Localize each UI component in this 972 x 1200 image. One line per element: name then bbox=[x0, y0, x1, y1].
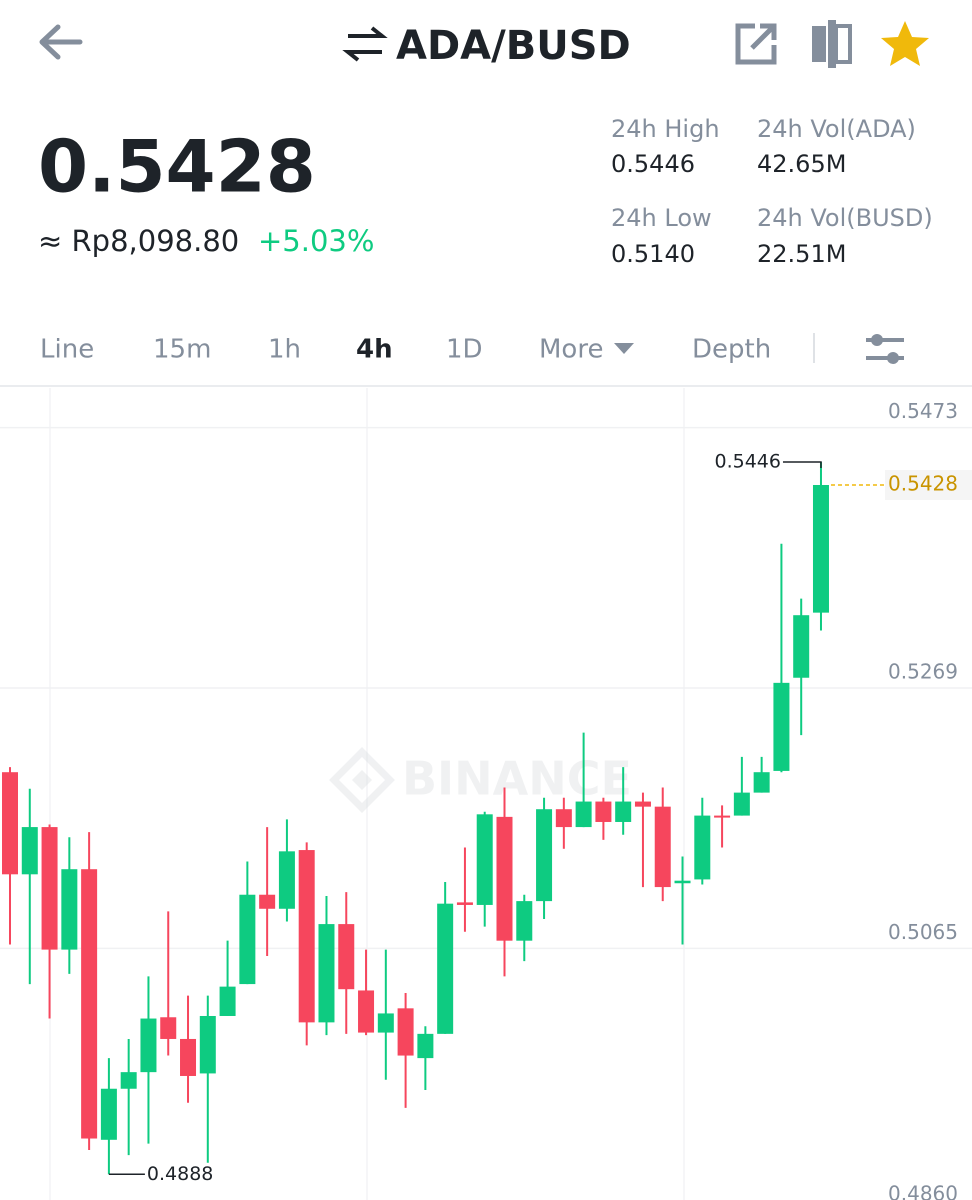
price-change: +5.03% bbox=[258, 224, 374, 258]
candle-body bbox=[100, 1088, 117, 1140]
candle-body bbox=[555, 809, 572, 828]
dropdown-arrow bbox=[614, 343, 634, 354]
candle-body bbox=[160, 1017, 177, 1039]
candle-body bbox=[21, 827, 38, 875]
candle-body bbox=[575, 801, 592, 828]
last-price: 0.5428 bbox=[38, 125, 316, 209]
current-price-label: 0.5428 bbox=[888, 472, 958, 496]
candle-body bbox=[278, 851, 295, 909]
candlestick-chart: BINANCE 0.5473 0.5269 0.5065 0.4860 0.5446 0.… bbox=[0, 388, 972, 1200]
candle-body bbox=[753, 772, 770, 793]
candle-body bbox=[377, 1013, 394, 1033]
candle-body bbox=[358, 990, 375, 1033]
candle-body bbox=[476, 814, 493, 905]
tab[interactable]: 4h bbox=[356, 335, 393, 365]
candle-body bbox=[595, 801, 612, 822]
favorite-star[interactable] bbox=[881, 21, 929, 66]
candle-body bbox=[120, 1072, 137, 1089]
tab[interactable]: Depth bbox=[692, 335, 771, 365]
candle-body bbox=[793, 615, 810, 678]
candle-body bbox=[318, 924, 335, 1023]
candle-body bbox=[456, 902, 473, 905]
y-tick-label: 0.5473 bbox=[888, 399, 958, 423]
candle-body bbox=[536, 809, 553, 902]
current-price-box bbox=[885, 470, 972, 501]
tab[interactable]: More bbox=[539, 335, 603, 365]
candle-body bbox=[634, 801, 651, 807]
candle-body bbox=[140, 1018, 157, 1073]
fiat-price: ≈ Rp8,098.80 bbox=[38, 224, 239, 258]
candle-body bbox=[239, 894, 256, 985]
tab[interactable]: 15m bbox=[153, 335, 211, 365]
candle-body bbox=[694, 815, 711, 880]
candle-body bbox=[259, 894, 276, 909]
share-icon[interactable] bbox=[735, 23, 777, 65]
stat-label: 24h Vol(ADA) bbox=[757, 115, 916, 143]
candle-body bbox=[180, 1038, 197, 1076]
low-label: 0.4888 bbox=[147, 1163, 213, 1185]
candle-body bbox=[81, 869, 98, 1139]
watermark: BINANCE bbox=[402, 752, 632, 806]
stat-value: 42.65M bbox=[757, 150, 846, 178]
candle-body bbox=[516, 901, 533, 941]
candle-body bbox=[654, 806, 671, 888]
candle-body bbox=[437, 903, 454, 1034]
stat-label: 24h Vol(BUSD) bbox=[757, 204, 933, 232]
y-tick-label: 0.5269 bbox=[888, 659, 958, 683]
candle-body bbox=[773, 682, 790, 771]
tab[interactable]: 1h bbox=[268, 335, 301, 365]
candle-body bbox=[397, 1008, 414, 1056]
candle-body bbox=[41, 827, 58, 950]
tab[interactable]: 1D bbox=[446, 335, 483, 365]
candle-body bbox=[674, 880, 691, 884]
compare-icon[interactable] bbox=[812, 20, 852, 68]
candle-body bbox=[733, 792, 750, 816]
high-marker-line bbox=[782, 461, 822, 469]
swap-icon[interactable] bbox=[342, 26, 388, 62]
candle-body bbox=[61, 869, 78, 950]
stat-value: 0.5446 bbox=[611, 150, 695, 178]
y-tick-label: 0.4860 bbox=[888, 1182, 958, 1200]
watermark-logo bbox=[329, 747, 395, 813]
candle-body bbox=[2, 772, 18, 875]
tab[interactable]: Line bbox=[40, 335, 94, 365]
y-tick-label: 0.5065 bbox=[888, 920, 958, 944]
pair-title[interactable]: ADA/BUSD bbox=[396, 23, 631, 69]
candle-body bbox=[417, 1033, 434, 1059]
candle-body bbox=[615, 801, 632, 822]
candle-body bbox=[338, 924, 355, 990]
candle-body bbox=[812, 485, 829, 613]
stat-label: 24h Low bbox=[611, 204, 712, 232]
back-button[interactable] bbox=[39, 24, 83, 60]
high-label: 0.5446 bbox=[714, 451, 780, 473]
candle-body bbox=[496, 816, 513, 941]
candle-body bbox=[199, 1015, 216, 1074]
stat-value: 22.51M bbox=[757, 240, 846, 268]
candle-body bbox=[298, 850, 315, 1023]
candle-body bbox=[219, 986, 236, 1016]
stat-value: 0.5140 bbox=[611, 240, 695, 268]
stat-label: 24h High bbox=[611, 115, 720, 143]
settings-icon[interactable] bbox=[866, 334, 904, 364]
candle-body bbox=[714, 815, 731, 818]
